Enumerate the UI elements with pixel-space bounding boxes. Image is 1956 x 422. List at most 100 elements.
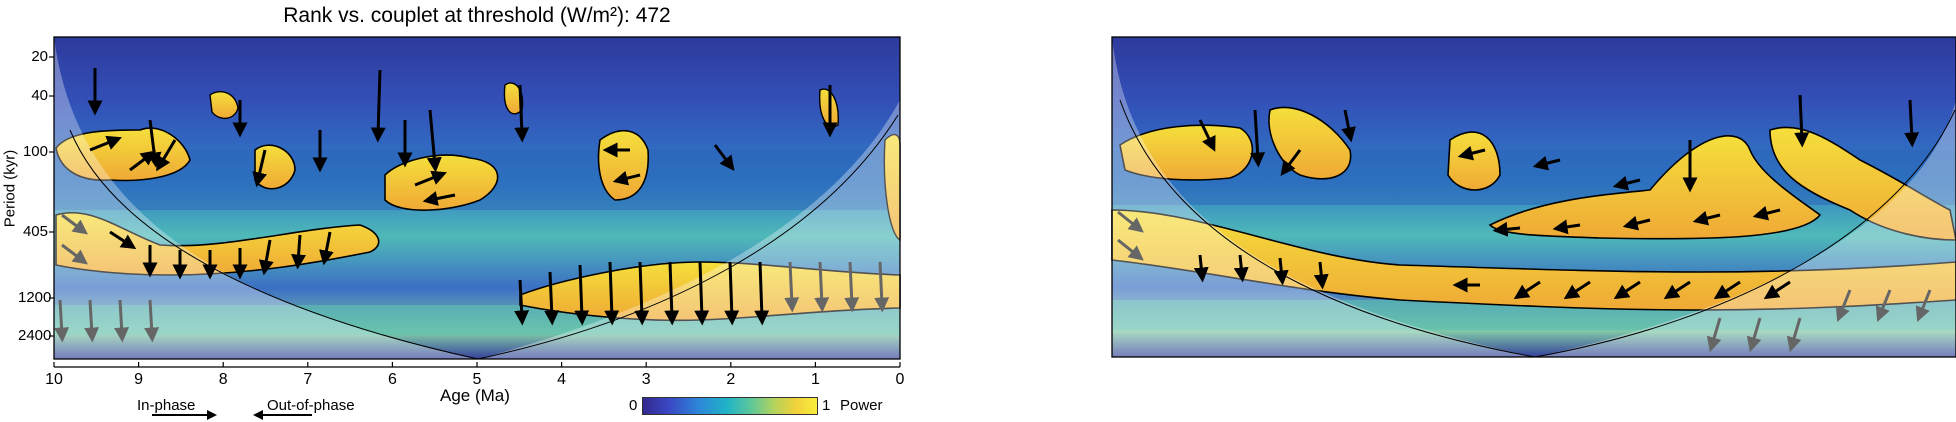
r-arrow-gray-4 — [1875, 289, 1892, 322]
arrow-9 — [370, 69, 386, 143]
arrow-gray-5 — [784, 261, 800, 313]
x-tick-3: 3 — [641, 371, 651, 388]
arrow-gray-6 — [814, 261, 830, 313]
arrow-gray-1 — [54, 299, 70, 343]
x-tick-2: 2 — [726, 371, 736, 388]
x-tick-5: 5 — [472, 371, 482, 388]
arrow-gray-2 — [84, 299, 100, 343]
in-phase-label: In-phase — [137, 397, 196, 414]
left-cone-of-influence — [54, 37, 900, 359]
r-arrow-11 — [1492, 221, 1521, 237]
r-arrow-26 — [1763, 280, 1791, 300]
r-arrow-21 — [1513, 280, 1541, 300]
r-arrow-6 — [1532, 155, 1561, 171]
r-arrow-23 — [1613, 280, 1641, 300]
r-arrow-9 — [1794, 94, 1810, 148]
right-blob-upper — [1769, 126, 1956, 241]
left-phase-arrows — [87, 68, 838, 326]
arrow-25 — [291, 234, 307, 270]
r-arrow-25 — [1713, 280, 1741, 300]
arrow-gray-8 — [874, 261, 890, 313]
y-tick-20: 20 — [31, 48, 48, 65]
r-arrow-19 — [1313, 261, 1329, 290]
r-arrow-3 — [1280, 149, 1302, 176]
arrow-16 — [612, 170, 641, 186]
r-arrow-12 — [1552, 219, 1581, 235]
r-arrow-14 — [1692, 210, 1721, 226]
x-tick-4: 4 — [557, 371, 567, 388]
y-tick-405: 405 — [22, 223, 48, 240]
r-arrow-gray-3 — [1835, 289, 1852, 322]
r-arrow-gray-8 — [1786, 317, 1802, 353]
r-arrow-10 — [1904, 99, 1920, 148]
arrow-27 — [514, 279, 530, 326]
arrow-12 — [414, 170, 447, 187]
r-arrow-15 — [1752, 205, 1781, 221]
arrow-11 — [426, 109, 442, 173]
left-blob-top — [209, 91, 239, 119]
left-plot-frame — [53, 36, 901, 360]
arrow-gray-4 — [144, 299, 160, 343]
right-cone-of-influence — [1112, 37, 1956, 357]
arrow-14 — [514, 84, 530, 143]
y-tick-100: 100 — [22, 143, 48, 160]
x-tick-10: 10 — [45, 371, 63, 388]
r-arrow-gray-1 — [1117, 210, 1144, 233]
x-tick-1: 1 — [810, 371, 820, 388]
x-tick-8: 8 — [218, 371, 228, 388]
arrow-gray-10 — [61, 243, 88, 265]
y-tick-2400: 2400 — [18, 327, 52, 344]
arrow-32 — [664, 261, 680, 326]
r-arrow-24 — [1663, 280, 1691, 300]
r-arrow-13 — [1622, 215, 1651, 231]
right-panel — [1111, 36, 1956, 358]
r-arrow-18 — [1273, 257, 1289, 286]
r-arrow-4 — [1341, 109, 1356, 143]
arrow-17 — [713, 144, 735, 171]
arrow-7 — [252, 149, 268, 188]
arrow-gray-9 — [61, 213, 88, 235]
r-arrow-2 — [1250, 109, 1266, 168]
arrow-26 — [319, 231, 334, 266]
x-tick-6: 6 — [387, 371, 397, 388]
r-arrow-gray-2 — [1117, 238, 1144, 261]
arrow-5 — [156, 139, 177, 172]
arrow-24 — [258, 239, 274, 276]
right-phase-arrows-outside-coi — [1117, 210, 1932, 353]
r-arrow-16 — [1193, 254, 1209, 283]
y-tick-40: 40 — [31, 87, 48, 104]
colorbar — [642, 397, 818, 415]
arrow-30 — [604, 261, 620, 326]
left-x-axis — [53, 362, 901, 368]
r-arrow-1 — [1198, 119, 1216, 152]
left-phase-arrows-outside-coi — [54, 213, 890, 343]
arrow-gray-7 — [844, 261, 860, 313]
out-of-phase-label: Out-of-phase — [267, 397, 355, 414]
arrow-28 — [544, 271, 560, 326]
arrow-4 — [146, 119, 162, 168]
arrow-2 — [89, 135, 122, 152]
arrow-35 — [754, 261, 770, 326]
x-axis-label: Age (Ma) — [440, 386, 510, 405]
arrow-13 — [422, 191, 456, 206]
x-tick-9: 9 — [134, 371, 144, 388]
left-panel — [49, 36, 901, 420]
r-arrow-5 — [1457, 145, 1486, 161]
arrow-34 — [724, 261, 740, 326]
r-arrow-17 — [1233, 254, 1249, 283]
arrow-gray-3 — [114, 299, 130, 343]
r-arrow-22 — [1563, 280, 1591, 300]
r-arrow-gray-7 — [1746, 317, 1762, 353]
r-arrow-gray-5 — [1915, 289, 1932, 322]
arrow-31 — [634, 261, 650, 326]
left-y-axis — [49, 56, 54, 337]
y-tick-1200: 1200 — [18, 289, 52, 306]
x-tick-0: 0 — [895, 371, 905, 388]
colorbar-min-label: 0 — [629, 397, 638, 414]
x-tick-7: 7 — [303, 371, 313, 388]
right-plot-frame — [1111, 36, 1956, 358]
arrow-33 — [694, 261, 710, 326]
r-arrow-gray-6 — [1706, 317, 1722, 353]
chart-title: Rank vs. couplet at threshold (W/m²): 47… — [283, 4, 671, 27]
arrow-29 — [574, 264, 590, 326]
